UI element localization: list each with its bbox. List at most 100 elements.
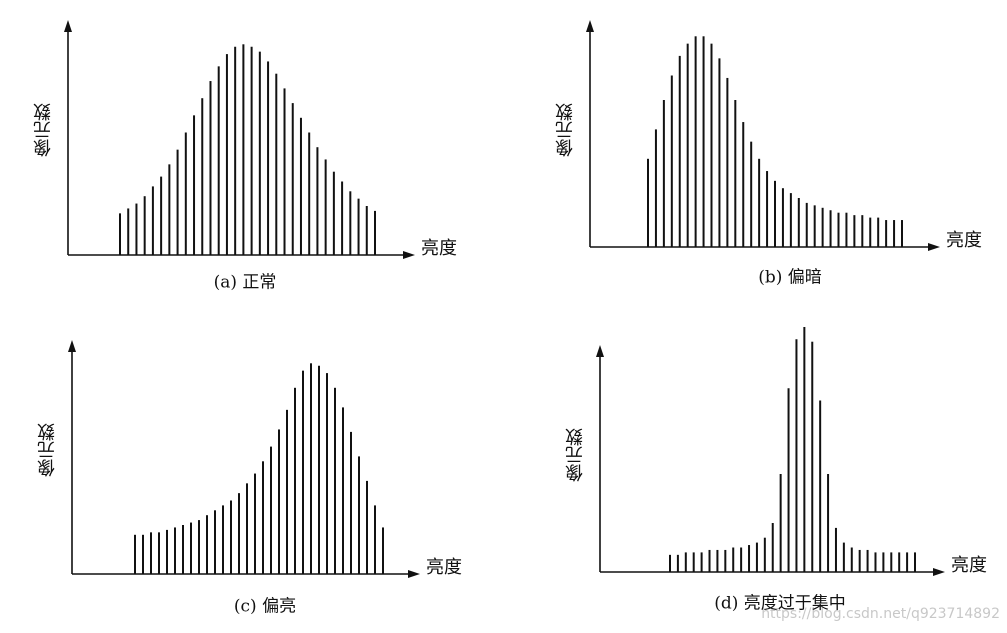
bar — [275, 73, 278, 255]
x-axis-label: 亮度 — [421, 238, 457, 259]
bar — [893, 220, 896, 247]
bar — [874, 552, 877, 572]
bar — [198, 520, 200, 574]
bar — [869, 217, 872, 247]
bar — [708, 549, 711, 572]
bar — [748, 545, 751, 572]
bar — [787, 388, 790, 572]
bar — [166, 529, 168, 574]
bar — [654, 129, 657, 247]
bar — [898, 552, 901, 572]
bar — [702, 36, 705, 247]
x-axis-label: 亮度 — [951, 555, 987, 576]
bar — [774, 180, 776, 247]
bar — [858, 549, 861, 572]
caption: (a) 正常 — [214, 273, 277, 293]
bar — [669, 554, 671, 572]
bar — [258, 51, 261, 256]
bar — [334, 387, 336, 574]
bar — [184, 132, 187, 255]
bar — [853, 215, 856, 247]
bar — [182, 525, 184, 574]
bar — [246, 483, 248, 574]
caption: (c) 偏亮 — [234, 597, 296, 617]
bar — [797, 198, 800, 247]
x-axis-label: 亮度 — [426, 557, 462, 578]
bar — [283, 88, 286, 256]
bar — [724, 549, 727, 572]
x-axis-arrow — [933, 568, 945, 576]
bar — [262, 461, 264, 574]
bar — [694, 36, 697, 247]
bar — [829, 210, 832, 247]
bar — [324, 159, 327, 255]
bar — [686, 43, 689, 248]
bar — [341, 181, 344, 255]
bar — [662, 100, 665, 247]
bar — [242, 44, 245, 255]
bar — [763, 537, 766, 572]
bar — [901, 220, 903, 247]
bar — [374, 505, 376, 574]
bar — [160, 176, 163, 255]
bar — [357, 198, 360, 255]
bar — [834, 527, 837, 572]
bar — [214, 510, 216, 574]
bar — [781, 188, 784, 247]
bar — [726, 77, 729, 247]
bar — [168, 164, 171, 255]
bar — [374, 210, 376, 255]
bar — [294, 387, 296, 574]
bar — [270, 446, 272, 574]
y-axis-arrow — [586, 20, 594, 32]
bar — [316, 147, 319, 255]
bar — [342, 407, 344, 574]
bar — [308, 132, 311, 255]
bar — [366, 480, 368, 574]
bar — [771, 523, 774, 572]
bar — [365, 206, 368, 255]
bar — [222, 505, 224, 574]
bar — [805, 202, 808, 247]
bar — [813, 205, 816, 247]
y-axis-arrow — [64, 20, 72, 32]
bar — [877, 217, 880, 247]
bar — [201, 98, 204, 255]
bar — [358, 456, 360, 574]
bar — [906, 552, 909, 572]
bar — [882, 552, 885, 572]
bar — [670, 75, 673, 247]
bar — [382, 527, 384, 574]
bar — [230, 500, 232, 574]
bar — [742, 122, 745, 247]
bar — [158, 532, 160, 574]
bar — [250, 46, 253, 255]
bar — [278, 429, 280, 574]
bar — [119, 213, 121, 255]
bar — [234, 46, 237, 255]
bar — [318, 365, 320, 574]
bar — [734, 100, 737, 247]
bar — [206, 515, 208, 574]
bar — [299, 117, 302, 255]
bar — [190, 522, 192, 574]
bar — [755, 542, 758, 572]
bar — [890, 552, 893, 572]
bar — [837, 212, 840, 247]
bar — [861, 215, 864, 247]
bar — [326, 373, 328, 574]
bar — [150, 532, 152, 574]
bar — [176, 149, 179, 255]
bar — [291, 103, 294, 255]
bar — [676, 554, 679, 572]
bar — [302, 370, 304, 574]
bar — [332, 171, 335, 255]
y-axis-arrow — [596, 345, 604, 357]
y-axis-label: 像元数 — [33, 103, 54, 157]
bar — [225, 54, 228, 255]
bar — [678, 55, 681, 248]
bar — [766, 171, 769, 247]
bar — [310, 363, 312, 574]
bar — [193, 115, 196, 255]
